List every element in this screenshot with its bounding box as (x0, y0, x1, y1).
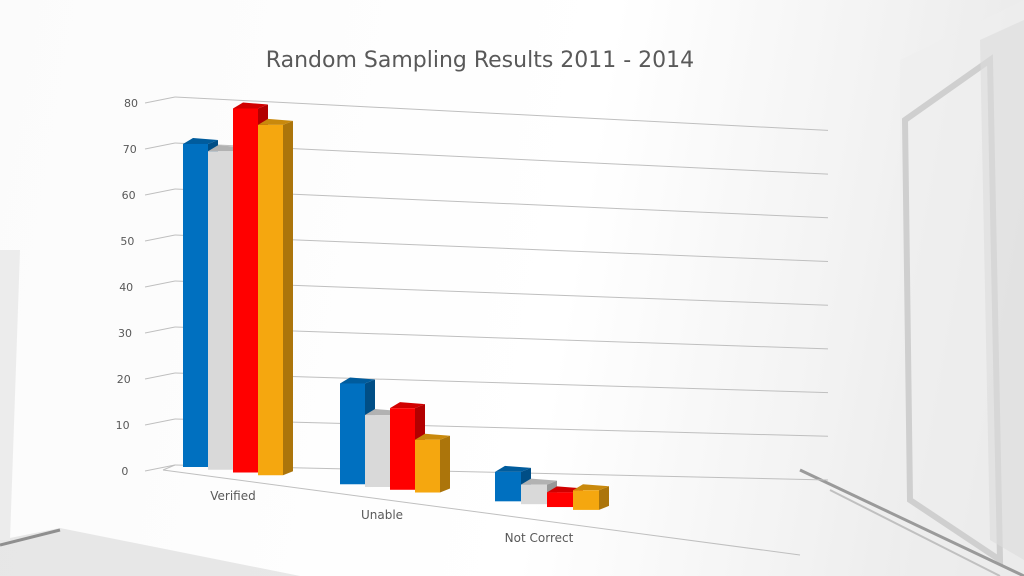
gridline-side (144, 326, 176, 334)
gridline-side (144, 142, 176, 150)
x-category-label: Verified (210, 489, 256, 503)
bar-top (495, 465, 531, 472)
gridline-side (144, 280, 176, 288)
bar (495, 471, 521, 502)
bar (390, 408, 415, 490)
y-tick-label: 30 (118, 327, 132, 340)
bar-top (521, 478, 557, 485)
y-tick-label: 10 (116, 419, 130, 432)
gridline-side (144, 234, 176, 242)
bar-side (599, 486, 609, 510)
bar (340, 383, 365, 485)
gridline (174, 96, 829, 131)
gridline-side (144, 372, 176, 380)
floor-front-edge (162, 469, 801, 556)
bar (365, 415, 390, 488)
bar-top (183, 137, 218, 144)
gridline-side (144, 418, 176, 426)
x-category-label: Unable (361, 508, 403, 522)
gridline-side (144, 188, 176, 196)
bar (547, 492, 573, 508)
bar (233, 108, 258, 473)
bar-top (258, 118, 293, 125)
y-tick-label: 20 (117, 373, 131, 386)
bar-side (440, 435, 450, 493)
y-tick-label: 70 (123, 143, 137, 156)
y-tick-label: 50 (120, 235, 134, 248)
bar (208, 151, 233, 470)
bar-top (415, 433, 450, 440)
bar-top (390, 402, 425, 409)
bar-top (573, 484, 609, 491)
y-tick-label: 40 (119, 281, 133, 294)
bar (521, 484, 547, 505)
bar (415, 439, 440, 493)
gridline-side (144, 96, 176, 104)
chart-title: Random Sampling Results 2011 - 2014 (265, 48, 695, 73)
floor-side-edge (162, 464, 176, 471)
bar (258, 124, 283, 476)
bar-top (233, 102, 268, 109)
y-tick-label: 80 (124, 97, 138, 110)
bar (573, 490, 599, 510)
x-category-label: Not Correct (505, 531, 574, 545)
bar-top (340, 377, 375, 384)
bar-side (283, 120, 293, 476)
y-tick-label: 60 (122, 189, 136, 202)
gridline-side (144, 464, 176, 472)
y-tick-label: 0 (121, 465, 128, 478)
bar (183, 143, 208, 467)
